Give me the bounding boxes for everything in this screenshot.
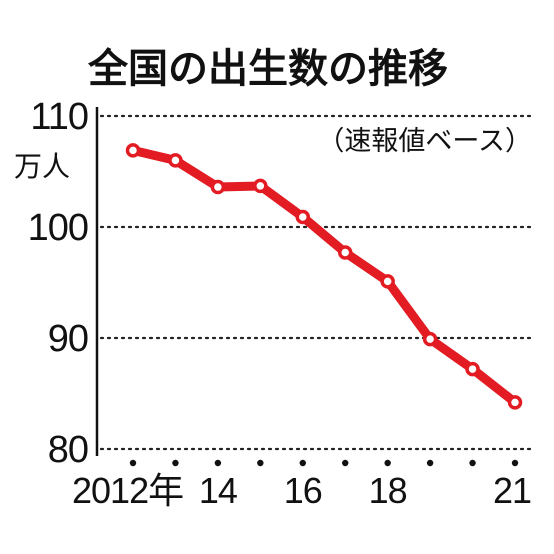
x-tick-dot-2013	[172, 459, 179, 467]
x-tick-labels: 2012年 14 16 18 21	[72, 470, 532, 511]
x-tick-label-2012: 2012年	[72, 470, 183, 511]
data-point-2014	[210, 179, 226, 195]
x-tick-markers	[129, 459, 519, 467]
data-point-2021	[507, 395, 523, 410]
x-tick-dot-2019	[426, 459, 434, 467]
x-tick-label-2014: 14	[199, 470, 237, 511]
y-tick-labels: 80 90 100 110	[28, 96, 89, 471]
x-tick-dot-2016	[299, 459, 306, 467]
y-tick-label-90: 90	[48, 318, 88, 360]
data-point-2017	[337, 245, 353, 260]
data-point-2018	[380, 274, 395, 289]
chart-subtitle: （速報値ベース）	[317, 126, 532, 157]
gridlines	[99, 114, 532, 451]
data-point-2019	[422, 331, 438, 347]
x-tick-label-2016: 16	[284, 470, 322, 511]
x-tick-label-2021: 21	[493, 470, 531, 511]
x-tick-dot-2018	[384, 459, 391, 467]
x-tick-dot-2020	[469, 459, 476, 467]
series-group	[125, 143, 523, 410]
x-tick-dot-2014	[214, 459, 222, 467]
x-tick-dot-2021	[511, 459, 519, 467]
data-point-2015	[253, 178, 268, 194]
data-point-2012	[125, 143, 141, 158]
data-point-2020	[465, 361, 480, 377]
y-tick-label-80: 80	[48, 429, 88, 471]
x-tick-dot-2012	[129, 459, 137, 467]
x-tick-dot-2015	[257, 459, 264, 467]
y-unit-label: 万人	[14, 150, 70, 183]
series-line-0	[128, 145, 520, 407]
y-tick-label-110: 110	[30, 96, 88, 138]
y-tick-label-100: 100	[28, 207, 88, 249]
data-point-2013	[168, 153, 183, 168]
data-point-2016	[295, 209, 311, 225]
x-tick-label-2018: 18	[369, 470, 407, 511]
chart-title: 全国の出生数の推移	[87, 46, 448, 92]
x-tick-dot-2017	[342, 459, 349, 467]
